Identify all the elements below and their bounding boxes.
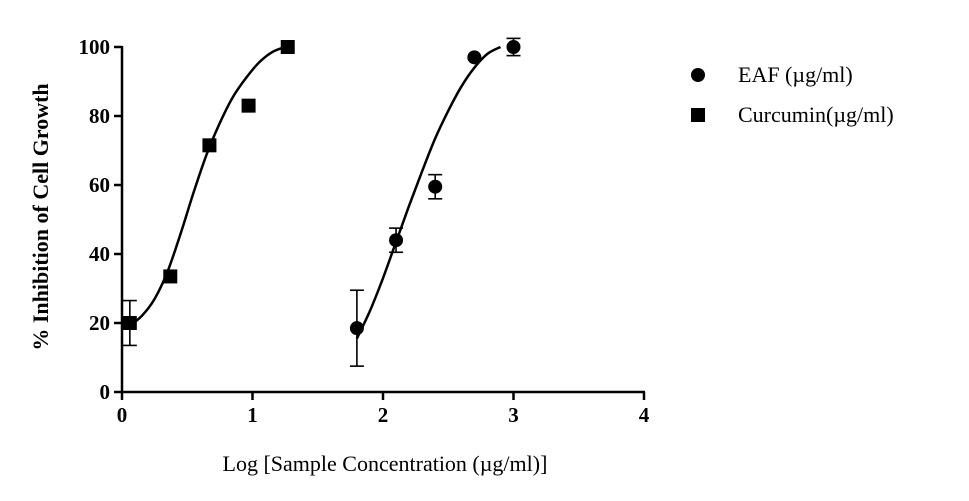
y-tick-label: 0 [100, 380, 111, 404]
curcumin-fit-curve [127, 45, 286, 328]
x-tick-label: 2 [378, 403, 389, 427]
legend-marker-eaf [691, 68, 705, 82]
legend-label-eaf: EAF (µg/ml) [738, 62, 853, 87]
y-axis-title: % Inhibition of Cell Growth [28, 83, 53, 350]
curcumin-point [163, 269, 178, 284]
eaf-point [349, 321, 364, 336]
eaf-point [506, 40, 521, 54]
fit-curves [127, 45, 502, 340]
data-points [122, 40, 521, 336]
y-tick-label: 60 [89, 173, 110, 197]
ticks: 0 20 40 60 80 100 0 1 2 3 4 [79, 35, 650, 427]
y-tick-label: 100 [79, 35, 111, 59]
axes [120, 46, 645, 394]
eaf-fit-curve [355, 45, 502, 340]
x-tick-label: 1 [247, 403, 258, 427]
legend: EAF (µg/ml) Curcumin(µg/ml) [691, 62, 894, 127]
x-axis-title: Log [Sample Concentration (µg/ml)] [223, 451, 548, 476]
legend-marker-curcumin [691, 108, 705, 122]
x-tick-label: 4 [639, 403, 650, 427]
x-tick-label: 0 [117, 403, 128, 427]
eaf-point [428, 179, 443, 194]
y-tick-label: 80 [89, 104, 110, 128]
legend-label-curcumin: Curcumin(µg/ml) [738, 102, 894, 127]
curcumin-point [241, 98, 256, 113]
eaf-point [389, 233, 404, 248]
x-tick-label: 3 [508, 403, 519, 427]
curcumin-point [202, 138, 217, 153]
curcumin-point [280, 40, 295, 54]
y-tick-label: 40 [89, 242, 110, 266]
y-tick-label: 20 [89, 311, 110, 335]
curcumin-point [122, 316, 137, 330]
eaf-point [467, 50, 482, 65]
